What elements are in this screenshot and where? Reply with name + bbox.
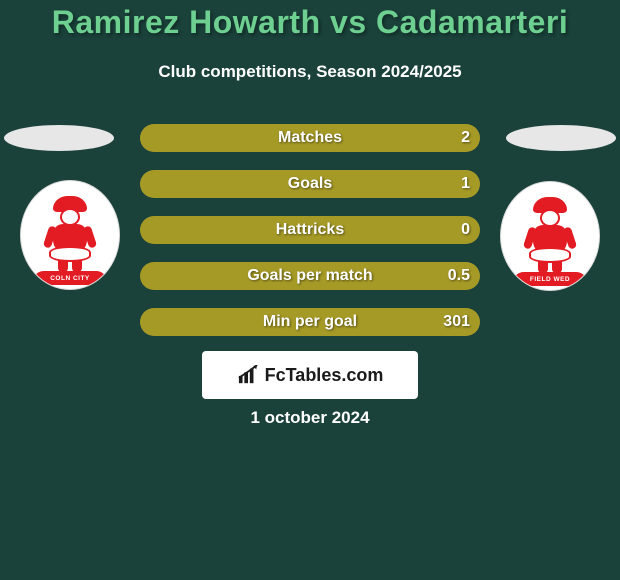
stat-label: Goals xyxy=(140,170,480,198)
watermark-text: FcTables.com xyxy=(265,365,384,386)
figure-basket xyxy=(529,247,571,263)
player-right-shadow xyxy=(506,125,616,151)
figure-basket xyxy=(49,246,91,262)
crest-ribbon: FIELD WED xyxy=(514,272,586,286)
page-title: Ramirez Howarth vs Cadamarteri xyxy=(0,4,620,41)
player-left-crest: COLN CITY xyxy=(20,180,120,290)
watermark-badge: FcTables.com xyxy=(202,351,418,399)
crest-icon xyxy=(520,197,580,275)
stat-value-right: 0.5 xyxy=(448,262,470,290)
chart-icon xyxy=(237,365,259,385)
stat-label: Min per goal xyxy=(140,308,480,336)
stat-row: Hattricks0 xyxy=(140,216,480,244)
crest-outer: FIELD WED xyxy=(500,181,600,291)
stat-value-right: 0 xyxy=(461,216,470,244)
crest-outer: COLN CITY xyxy=(20,180,120,290)
stat-row: Matches2 xyxy=(140,124,480,152)
crest-ribbon: COLN CITY xyxy=(34,271,106,285)
datestamp: 1 october 2024 xyxy=(0,408,620,428)
stat-row: Min per goal301 xyxy=(140,308,480,336)
player-left-shadow xyxy=(4,125,114,151)
stat-label: Hattricks xyxy=(140,216,480,244)
stat-value-right: 2 xyxy=(461,124,470,152)
stat-value-right: 301 xyxy=(443,308,470,336)
player-right-crest: FIELD WED xyxy=(500,181,600,291)
stat-label: Matches xyxy=(140,124,480,152)
stat-row: Goals1 xyxy=(140,170,480,198)
stat-value-right: 1 xyxy=(461,170,470,198)
page-subtitle: Club competitions, Season 2024/2025 xyxy=(0,62,620,82)
crest-icon xyxy=(40,196,100,274)
stat-label: Goals per match xyxy=(140,262,480,290)
infographic-canvas: Ramirez Howarth vs Cadamarteri Club comp… xyxy=(0,0,620,580)
comparison-rows: Matches2Goals1Hattricks0Goals per match0… xyxy=(140,124,480,354)
stat-row: Goals per match0.5 xyxy=(140,262,480,290)
